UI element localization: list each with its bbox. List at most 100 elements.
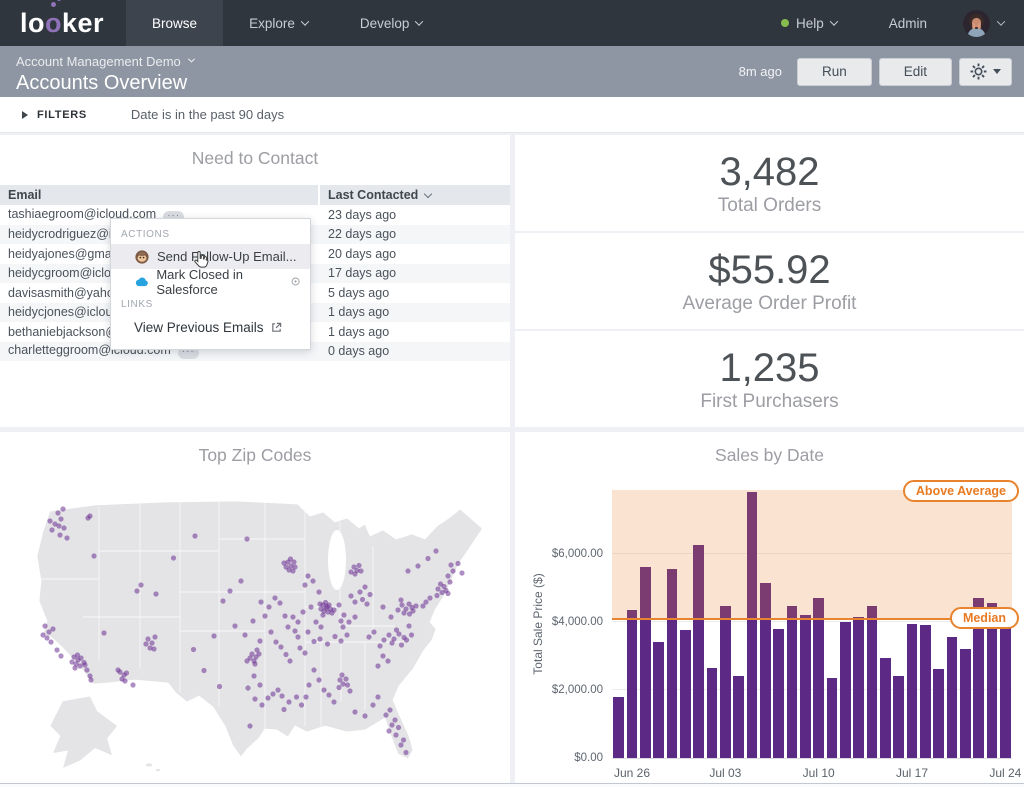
bar[interactable] xyxy=(720,606,731,758)
zip-dot xyxy=(115,667,120,672)
bar[interactable] xyxy=(813,598,824,758)
kpi-value: 3,482 xyxy=(719,150,819,194)
bar[interactable] xyxy=(853,617,864,758)
tile-title: Need to Contact xyxy=(0,135,510,169)
zip-dot xyxy=(259,702,264,707)
run-button[interactable]: Run xyxy=(797,58,872,86)
zip-dot xyxy=(251,673,256,678)
x-axis-tick-label: Jul 24 xyxy=(970,766,1024,780)
us-map[interactable] xyxy=(8,476,502,776)
last-contacted-cell: 22 days ago xyxy=(320,227,510,241)
zip-dot xyxy=(270,691,275,696)
bar[interactable] xyxy=(800,615,811,758)
nav-tab-browse[interactable]: Browse xyxy=(126,0,223,46)
last-contacted-cell: 17 days ago xyxy=(320,266,510,280)
zip-dot xyxy=(389,640,394,645)
bar[interactable] xyxy=(827,678,838,758)
zip-dot xyxy=(279,693,284,698)
zip-dot xyxy=(358,568,363,573)
zip-dot xyxy=(252,696,257,701)
bar[interactable] xyxy=(1000,625,1011,758)
nav-help-menu[interactable]: Help xyxy=(755,0,863,46)
bar[interactable] xyxy=(787,606,798,758)
bar[interactable] xyxy=(707,668,718,758)
zip-dot xyxy=(69,659,74,664)
last-contacted-cell: 0 days ago xyxy=(320,344,510,358)
bar[interactable] xyxy=(773,629,784,758)
zip-dot xyxy=(317,636,322,641)
zip-dot xyxy=(445,591,450,596)
bar[interactable] xyxy=(960,649,971,758)
zip-dot xyxy=(232,623,237,628)
chevron-down-icon xyxy=(997,17,1005,25)
breadcrumb[interactable]: Account Management Demo xyxy=(16,54,194,69)
bar[interactable] xyxy=(840,622,851,758)
chevron-down-icon xyxy=(993,69,1001,74)
bar[interactable] xyxy=(680,630,691,758)
bar[interactable] xyxy=(893,676,904,758)
zip-dot xyxy=(242,632,247,637)
zip-dot xyxy=(448,562,453,567)
bar[interactable] xyxy=(613,697,624,758)
bar[interactable] xyxy=(733,676,744,758)
zip-dot xyxy=(247,723,252,728)
zip-dot xyxy=(268,629,273,634)
zip-dot xyxy=(101,630,106,635)
zip-dot xyxy=(82,662,87,667)
zip-dot xyxy=(58,516,63,521)
bar[interactable] xyxy=(920,625,931,758)
zip-dot xyxy=(420,603,425,608)
sales-by-date-chart[interactable]: Total Sale Price ($) Above Average Media… xyxy=(612,490,1012,759)
filters-bar[interactable]: FILTERS Date is in the past 90 days xyxy=(0,97,1024,133)
bar[interactable] xyxy=(933,669,944,758)
x-axis-tick-label: Jul 03 xyxy=(690,766,760,780)
zip-dot xyxy=(401,737,406,742)
last-contacted-cell: 1 days ago xyxy=(320,305,510,319)
zip-dot xyxy=(57,532,62,537)
hawaii-shape xyxy=(146,763,153,767)
bar[interactable] xyxy=(947,637,958,758)
menu-item-mark-closed-salesforce[interactable]: Mark Closed in Salesforce xyxy=(111,269,310,294)
logo-bubble xyxy=(51,2,56,7)
zip-dot xyxy=(49,527,54,532)
user-menu[interactable] xyxy=(953,0,1024,46)
filter-value: Date is in the past 90 days xyxy=(131,107,284,122)
nav-tab-develop[interactable]: Develop xyxy=(334,0,449,46)
nav-admin[interactable]: Admin xyxy=(863,0,953,46)
zip-dot xyxy=(445,573,450,578)
zip-dot xyxy=(294,694,299,699)
bar[interactable] xyxy=(627,610,638,758)
zip-dot xyxy=(338,638,343,643)
edit-button[interactable]: Edit xyxy=(879,58,952,86)
zip-dot xyxy=(313,619,318,624)
zip-dot xyxy=(245,685,250,690)
zip-dot xyxy=(380,653,385,658)
nav-tab-explore[interactable]: Explore xyxy=(223,0,334,46)
zip-dot xyxy=(398,597,403,602)
looker-logo[interactable]: looker xyxy=(0,0,126,46)
bar[interactable] xyxy=(653,642,664,758)
zip-dot xyxy=(370,702,375,707)
menu-item-view-previous-emails[interactable]: View Previous Emails xyxy=(111,314,310,340)
dashboard-settings-button[interactable] xyxy=(959,58,1012,86)
zip-dot xyxy=(258,599,263,604)
bar[interactable] xyxy=(867,606,878,758)
zip-dot xyxy=(277,600,282,605)
zip-dot xyxy=(192,533,197,538)
logo-text: ker xyxy=(62,8,104,39)
alaska-shape xyxy=(50,696,118,769)
menu-item-send-follow-up-email[interactable]: Send Follow-Up Email... xyxy=(111,244,310,269)
bar[interactable] xyxy=(880,658,891,758)
tile-title: Sales by Date xyxy=(515,432,1024,466)
zip-dot xyxy=(297,645,302,650)
zip-dot xyxy=(425,556,430,561)
column-header-email[interactable]: Email xyxy=(0,185,318,205)
page-title: Accounts Overview xyxy=(16,72,187,95)
zip-dot xyxy=(56,523,61,528)
zip-dot xyxy=(302,650,307,655)
column-header-last-contacted[interactable]: Last Contacted xyxy=(320,185,510,205)
bar[interactable] xyxy=(907,624,918,759)
zip-dot xyxy=(332,634,337,639)
zip-dot xyxy=(326,692,331,697)
zip-dot xyxy=(435,586,440,591)
